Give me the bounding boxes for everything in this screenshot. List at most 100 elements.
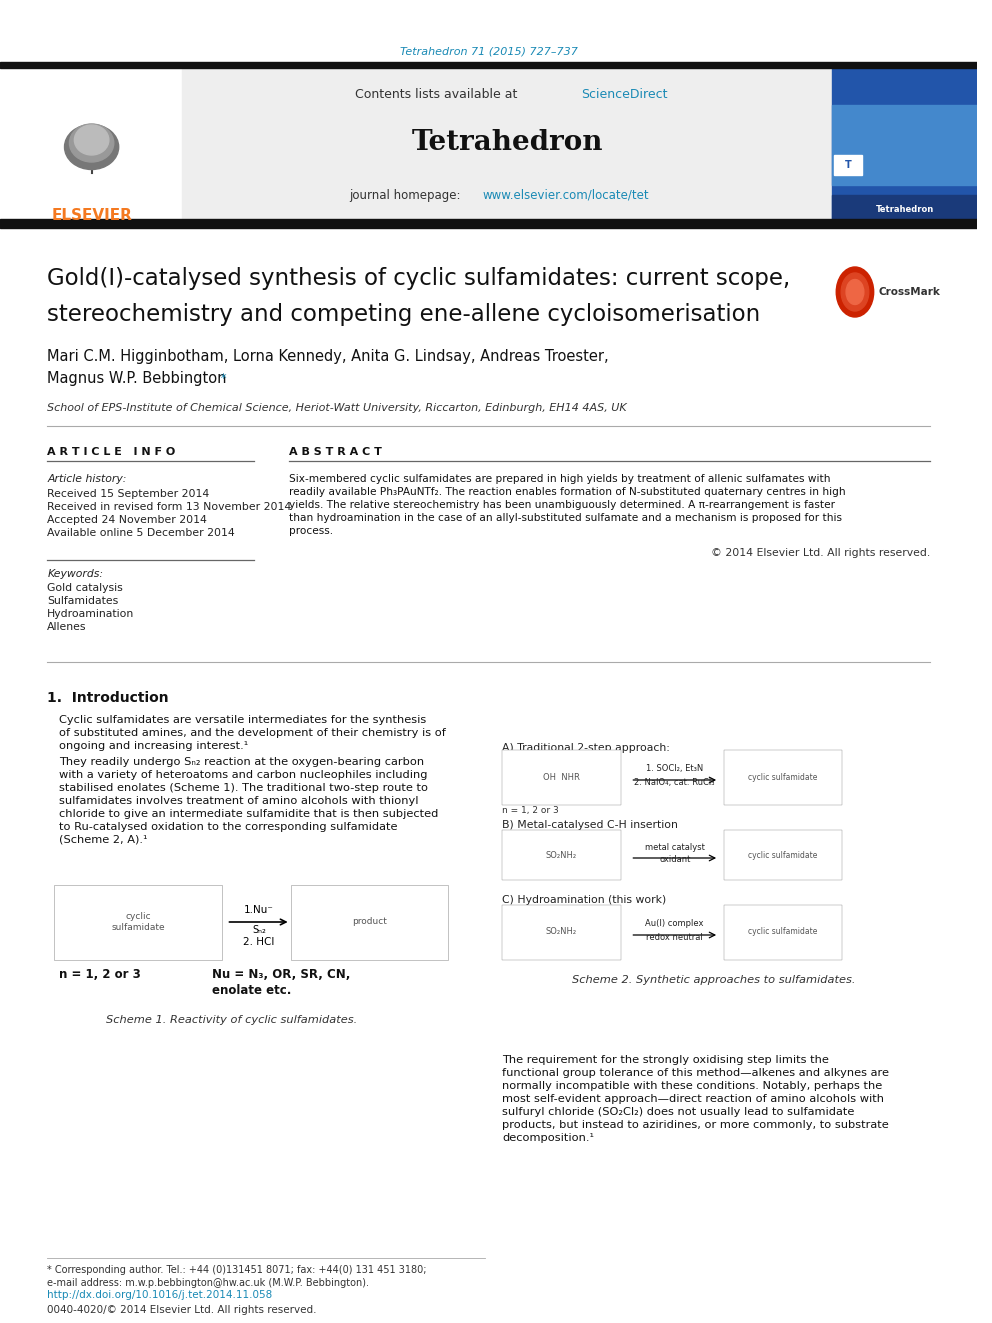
Text: cyclic sulfamidate: cyclic sulfamidate bbox=[748, 927, 817, 937]
Text: C) Hydroamination (this work): C) Hydroamination (this work) bbox=[502, 894, 667, 905]
Bar bbox=[0, 67, 183, 225]
Text: ELSEVIER: ELSEVIER bbox=[52, 208, 132, 222]
Text: *: * bbox=[216, 372, 226, 385]
Text: Accepted 24 November 2014: Accepted 24 November 2014 bbox=[48, 515, 207, 525]
Bar bbox=[183, 67, 832, 225]
Text: journal homepage:: journal homepage: bbox=[349, 188, 465, 201]
Text: chloride to give an intermediate sulfamidite that is then subjected: chloride to give an intermediate sulfami… bbox=[60, 808, 438, 819]
Text: sulfuryl chloride (SO₂Cl₂) does not usually lead to sulfamidate: sulfuryl chloride (SO₂Cl₂) does not usua… bbox=[502, 1107, 855, 1117]
Text: cyclic sulfamidate: cyclic sulfamidate bbox=[748, 773, 817, 782]
Text: oxidant: oxidant bbox=[659, 856, 690, 864]
Text: yields. The relative stereochemistry has been unambiguously determined. A π-rear: yields. The relative stereochemistry has… bbox=[289, 500, 834, 509]
Text: 1.  Introduction: 1. Introduction bbox=[48, 691, 169, 705]
Text: Cyclic sulfamidates are versatile intermediates for the synthesis: Cyclic sulfamidates are versatile interm… bbox=[60, 714, 427, 725]
Text: products, but instead to aziridines, or more commonly, to substrate: products, but instead to aziridines, or … bbox=[502, 1121, 889, 1130]
Text: 1. SOCl₂, Et₃N: 1. SOCl₂, Et₃N bbox=[646, 763, 703, 773]
Text: redox neutral: redox neutral bbox=[647, 933, 703, 942]
Text: * Corresponding author. Tel.: +44 (0)131451 8071; fax: +44(0) 131 451 3180;: * Corresponding author. Tel.: +44 (0)131… bbox=[48, 1265, 427, 1275]
Text: A B S T R A C T: A B S T R A C T bbox=[289, 447, 382, 456]
Text: Keywords:: Keywords: bbox=[48, 569, 103, 579]
Text: www.elsevier.com/locate/tet: www.elsevier.com/locate/tet bbox=[483, 188, 650, 201]
Text: Article history:: Article history: bbox=[48, 474, 127, 484]
Text: e-mail address: m.w.p.bebbington@hw.ac.uk (M.W.P. Bebbington).: e-mail address: m.w.p.bebbington@hw.ac.u… bbox=[48, 1278, 369, 1289]
Ellipse shape bbox=[69, 124, 114, 161]
Bar bbox=[502, 905, 621, 960]
Text: Au(I) complex: Au(I) complex bbox=[646, 919, 704, 929]
Text: Contents lists available at: Contents lists available at bbox=[354, 89, 521, 102]
Text: Nu = N₃, OR, SR, CN,: Nu = N₃, OR, SR, CN, bbox=[211, 968, 350, 982]
Bar bbox=[502, 830, 621, 880]
Bar bbox=[0, 62, 977, 67]
Text: SO₂NH₂: SO₂NH₂ bbox=[546, 927, 577, 937]
Text: Mari C.M. Higginbotham, Lorna Kennedy, Anita G. Lindsay, Andreas Troester,: Mari C.M. Higginbotham, Lorna Kennedy, A… bbox=[48, 348, 609, 364]
Text: Sₙ₂: Sₙ₂ bbox=[252, 925, 266, 935]
Text: Allenes: Allenes bbox=[48, 622, 86, 632]
Text: 1.Nu⁻: 1.Nu⁻ bbox=[244, 905, 274, 916]
Text: A) Traditional 2-step approach:: A) Traditional 2-step approach: bbox=[502, 744, 671, 753]
Text: Sulfamidates: Sulfamidates bbox=[48, 595, 118, 606]
Text: readily available Ph₃PAuNTf₂. The reaction enables formation of N-substituted qu: readily available Ph₃PAuNTf₂. The reacti… bbox=[289, 487, 845, 497]
Text: normally incompatible with these conditions. Notably, perhaps the: normally incompatible with these conditi… bbox=[502, 1081, 883, 1091]
Bar bbox=[0, 220, 977, 228]
Text: Received 15 September 2014: Received 15 September 2014 bbox=[48, 490, 209, 499]
Bar bbox=[502, 750, 621, 804]
Text: The requirement for the strongly oxidising step limits the: The requirement for the strongly oxidisi… bbox=[502, 1054, 829, 1065]
Ellipse shape bbox=[74, 124, 109, 155]
Text: ongoing and increasing interest.¹: ongoing and increasing interest.¹ bbox=[60, 741, 248, 751]
Text: Scheme 1. Reactivity of cyclic sulfamidates.: Scheme 1. Reactivity of cyclic sulfamida… bbox=[106, 1015, 357, 1025]
Text: Magnus W.P. Bebbington: Magnus W.P. Bebbington bbox=[48, 370, 227, 385]
Ellipse shape bbox=[846, 279, 864, 304]
Text: cyclic sulfamidate: cyclic sulfamidate bbox=[748, 851, 817, 860]
Text: n = 1, 2 or 3: n = 1, 2 or 3 bbox=[60, 968, 141, 982]
Text: Available online 5 December 2014: Available online 5 December 2014 bbox=[48, 528, 235, 538]
Text: Tetrahedron: Tetrahedron bbox=[876, 205, 934, 214]
Text: stereochemistry and competing ene-allene cycloisomerisation: stereochemistry and competing ene-allene… bbox=[48, 303, 761, 325]
Bar bbox=[832, 194, 977, 225]
Bar bbox=[724, 750, 842, 804]
Text: ScienceDirect: ScienceDirect bbox=[581, 89, 668, 102]
Text: 2. HCl: 2. HCl bbox=[243, 937, 275, 947]
Text: most self-evident approach—direct reaction of amino alcohols with: most self-evident approach—direct reacti… bbox=[502, 1094, 884, 1103]
Text: cyclic
sulfamidate: cyclic sulfamidate bbox=[111, 913, 165, 931]
Text: metal catalyst: metal catalyst bbox=[645, 843, 704, 852]
Text: enolate etc.: enolate etc. bbox=[211, 983, 291, 996]
Text: They readily undergo Sₙ₂ reaction at the oxygen-bearing carbon: They readily undergo Sₙ₂ reaction at the… bbox=[60, 757, 425, 767]
Text: T: T bbox=[845, 160, 851, 169]
Bar bbox=[0, 67, 977, 225]
Text: decomposition.¹: decomposition.¹ bbox=[502, 1132, 594, 1143]
Bar bbox=[832, 67, 977, 225]
Text: Scheme 2. Synthetic approaches to sulfamidates.: Scheme 2. Synthetic approaches to sulfam… bbox=[572, 975, 856, 986]
Text: http://dx.doi.org/10.1016/j.tet.2014.11.058: http://dx.doi.org/10.1016/j.tet.2014.11.… bbox=[48, 1290, 273, 1301]
Text: sulfamidates involves treatment of amino alcohols with thionyl: sulfamidates involves treatment of amino… bbox=[60, 796, 419, 806]
Text: A R T I C L E   I N F O: A R T I C L E I N F O bbox=[48, 447, 176, 456]
Text: 2. NaIO₄, cat. RuCl₃: 2. NaIO₄, cat. RuCl₃ bbox=[635, 778, 715, 786]
Text: Tetrahedron 71 (2015) 727–737: Tetrahedron 71 (2015) 727–737 bbox=[400, 48, 577, 57]
Text: n = 1, 2 or 3: n = 1, 2 or 3 bbox=[502, 806, 559, 815]
Text: with a variety of heteroatoms and carbon nucleophiles including: with a variety of heteroatoms and carbon… bbox=[60, 770, 428, 781]
Ellipse shape bbox=[64, 124, 119, 169]
Text: Received in revised form 13 November 2014: Received in revised form 13 November 201… bbox=[48, 501, 292, 512]
Text: SO₂NH₂: SO₂NH₂ bbox=[546, 851, 577, 860]
Ellipse shape bbox=[841, 273, 869, 311]
Bar bbox=[55, 885, 221, 960]
Text: School of EPS-Institute of Chemical Science, Heriot-Watt University, Riccarton, : School of EPS-Institute of Chemical Scie… bbox=[48, 404, 627, 413]
Ellipse shape bbox=[836, 267, 874, 318]
Text: Gold catalysis: Gold catalysis bbox=[48, 583, 123, 593]
Bar bbox=[834, 155, 862, 175]
Text: 0040-4020/© 2014 Elsevier Ltd. All rights reserved.: 0040-4020/© 2014 Elsevier Ltd. All right… bbox=[48, 1304, 316, 1315]
Bar bbox=[724, 905, 842, 960]
Text: Hydroamination: Hydroamination bbox=[48, 609, 135, 619]
Text: CrossMark: CrossMark bbox=[879, 287, 940, 296]
Text: product: product bbox=[352, 917, 387, 926]
Text: Tetrahedron: Tetrahedron bbox=[412, 130, 603, 156]
Text: © 2014 Elsevier Ltd. All rights reserved.: © 2014 Elsevier Ltd. All rights reserved… bbox=[710, 548, 930, 558]
Text: stabilised enolates (Scheme 1). The traditional two-step route to: stabilised enolates (Scheme 1). The trad… bbox=[60, 783, 429, 792]
Text: of substituted amines, and the development of their chemistry is of: of substituted amines, and the developme… bbox=[60, 728, 446, 738]
Text: (Scheme 2, A).¹: (Scheme 2, A).¹ bbox=[60, 835, 148, 845]
Bar bbox=[832, 105, 977, 185]
Text: Gold(I)-catalysed synthesis of cyclic sulfamidates: current scope,: Gold(I)-catalysed synthesis of cyclic su… bbox=[48, 266, 791, 290]
Text: functional group tolerance of this method—alkenes and alkynes are: functional group tolerance of this metho… bbox=[502, 1068, 890, 1078]
Text: B) Metal-catalysed C-H insertion: B) Metal-catalysed C-H insertion bbox=[502, 820, 679, 830]
Text: to Ru-catalysed oxidation to the corresponding sulfamidate: to Ru-catalysed oxidation to the corresp… bbox=[60, 822, 398, 832]
Text: than hydroamination in the case of an allyl-substituted sulfamate and a mechanis: than hydroamination in the case of an al… bbox=[289, 513, 841, 523]
